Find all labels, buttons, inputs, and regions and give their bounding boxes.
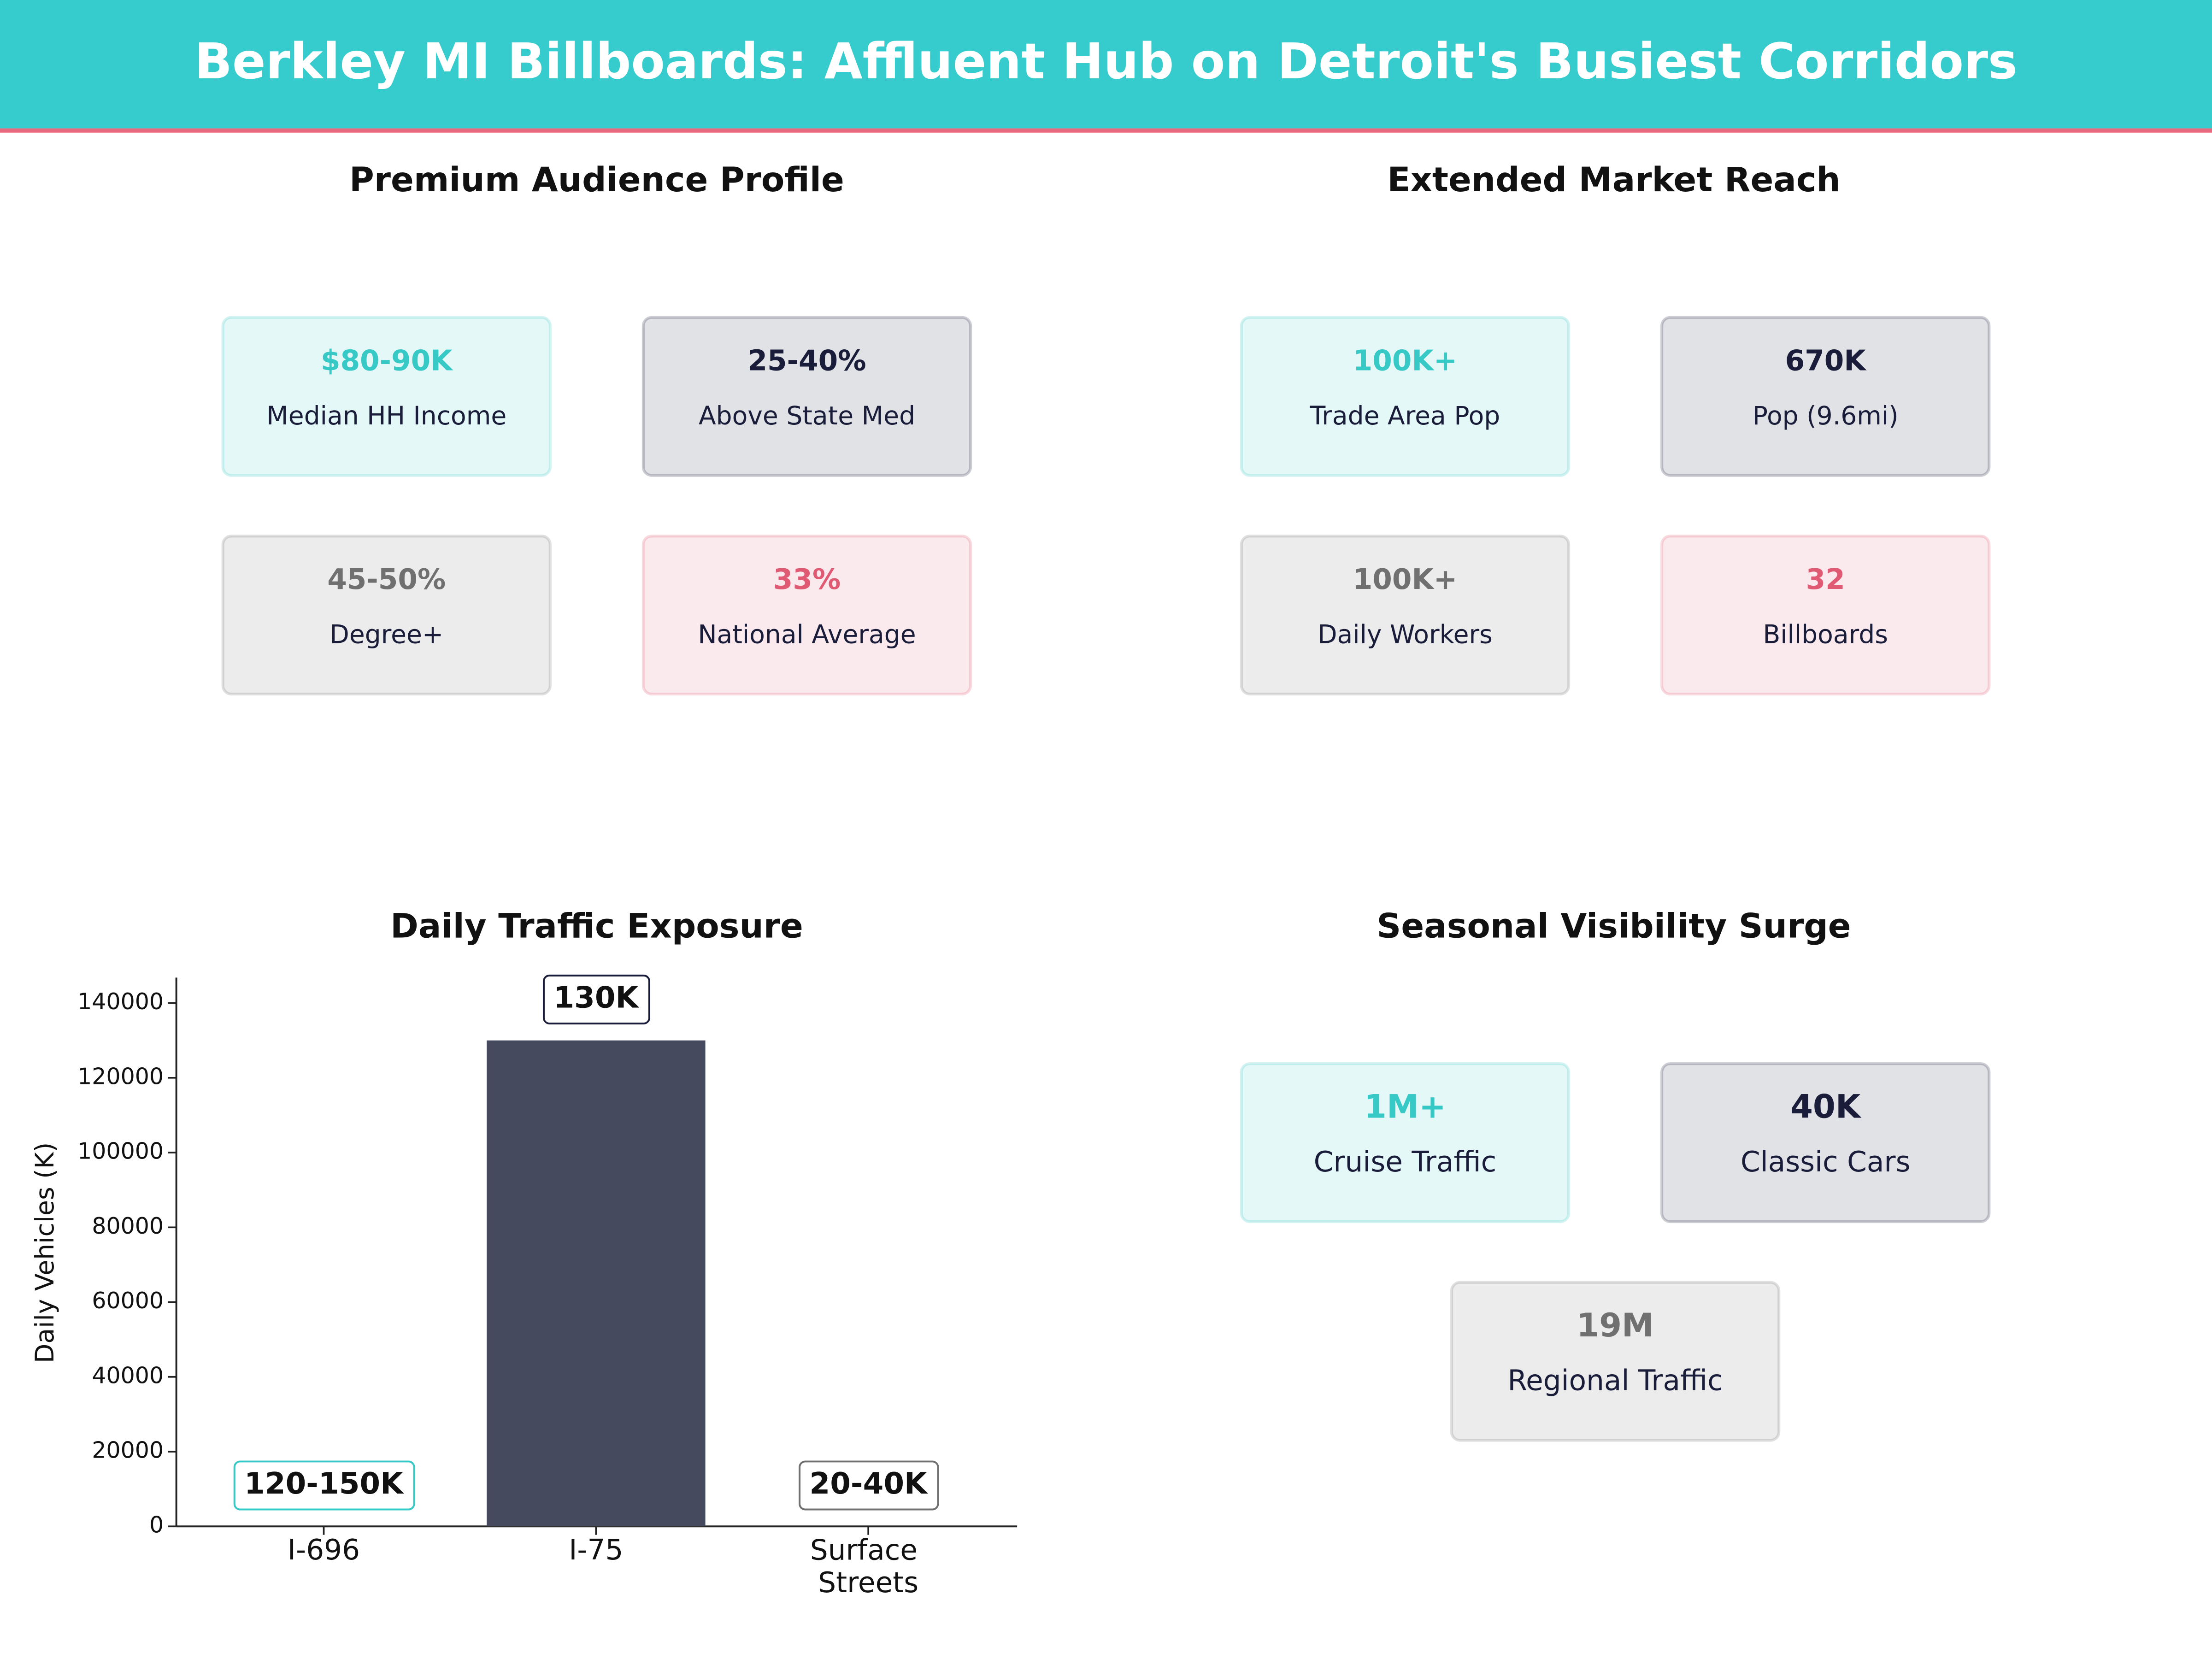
card-border <box>221 316 552 477</box>
stat-card: 33% National Average <box>641 535 972 696</box>
header-rule <box>0 128 2212 133</box>
y-tick-label: 60000 <box>92 1288 164 1314</box>
y-tick-label: 40000 <box>92 1362 164 1388</box>
card-border <box>1660 535 1991 696</box>
value-label: 20-40K <box>799 1460 939 1511</box>
card-value: 33% <box>773 563 841 596</box>
card-border <box>1450 1281 1781 1442</box>
card-value: 19M <box>1577 1306 1654 1344</box>
card-label: Cruise Traffic <box>1314 1146 1497 1178</box>
card-label: Classic Cars <box>1741 1146 1911 1178</box>
y-tick-label: 0 <box>149 1512 164 1538</box>
value-label-box <box>233 1460 415 1511</box>
value-label-box <box>542 974 650 1024</box>
card-label: Pop (9.6mi) <box>1753 401 1899 430</box>
stat-card: 1M+ Cruise Traffic <box>1240 1062 1571 1224</box>
card-box <box>643 536 971 694</box>
bar <box>487 1040 706 1527</box>
x-tick-label: I-696 <box>288 1534 360 1566</box>
y-tick-label: 80000 <box>92 1213 164 1239</box>
value-label-text: 120-150K <box>244 1466 404 1501</box>
card-label: National Average <box>698 620 916 649</box>
stat-card: $80-90K Median HH Income <box>221 316 552 477</box>
stat-card: 45-50% Degree+ <box>221 535 552 696</box>
card-border <box>1240 1062 1571 1224</box>
card-box <box>1241 536 1569 694</box>
card-box <box>223 536 550 694</box>
card-value: 45-50% <box>327 563 446 596</box>
card-box <box>223 317 550 476</box>
card-label: Trade Area Pop <box>1310 401 1500 430</box>
card-value: 670K <box>1785 344 1867 377</box>
card-label: Daily Workers <box>1318 620 1493 649</box>
card-border <box>641 316 972 477</box>
card-box <box>1662 317 1989 476</box>
y-axis-label: Daily Vehicles (K) <box>30 1142 59 1363</box>
stat-card: 25-40% Above State Med <box>641 316 972 477</box>
stat-card: 100K+ Trade Area Pop <box>1240 316 1571 477</box>
card-box <box>1241 1064 1569 1222</box>
header-band <box>0 0 2212 129</box>
panel-title: Extended Market Reach <box>1387 160 1840 200</box>
card-box <box>1662 536 1989 694</box>
card-box <box>1241 317 1569 476</box>
stat-card: 19M Regional Traffic <box>1450 1281 1781 1442</box>
value-label-text: 20-40K <box>810 1466 929 1501</box>
y-tick-label: 20000 <box>92 1437 164 1464</box>
x-tick-label: Surface Streets <box>810 1534 927 1599</box>
card-value: $80-90K <box>321 344 453 377</box>
stat-card: 40K Classic Cars <box>1660 1062 1991 1224</box>
card-border <box>641 535 972 696</box>
card-value: 32 <box>1806 563 1845 596</box>
value-label-text: 130K <box>553 980 639 1015</box>
chart-title: Daily Traffic Exposure <box>390 906 803 946</box>
card-value: 40K <box>1790 1088 1862 1126</box>
card-border <box>1240 316 1571 477</box>
card-label: Degree+ <box>329 620 443 649</box>
card-box <box>1452 1282 1779 1441</box>
page-title: Berkley MI Billboards: Affluent Hub on D… <box>194 33 2017 90</box>
card-value: 25-40% <box>747 344 866 377</box>
y-tick-label: 140000 <box>77 988 164 1015</box>
stat-card: 32 Billboards <box>1660 535 1991 696</box>
stat-card: 670K Pop (9.6mi) <box>1660 316 1991 477</box>
card-label: Median HH Income <box>266 401 506 430</box>
panel-title: Premium Audience Profile <box>349 160 844 200</box>
card-border <box>1660 316 1991 477</box>
y-tick-label: 100000 <box>77 1138 164 1165</box>
card-value: 100K+ <box>1353 344 1458 377</box>
card-label: Above State Med <box>699 401 915 430</box>
card-label: Regional Traffic <box>1507 1365 1723 1397</box>
card-border <box>1660 1062 1991 1224</box>
card-box <box>643 317 971 476</box>
card-border <box>221 535 552 696</box>
card-value: 1M+ <box>1364 1088 1446 1126</box>
value-label: 120-150K <box>233 1460 415 1511</box>
x-tick-label: I-75 <box>569 1534 623 1566</box>
value-label-box <box>799 1460 939 1511</box>
y-tick-label: 120000 <box>77 1063 164 1089</box>
card-label: Billboards <box>1763 620 1888 649</box>
panel-title: Seasonal Visibility Surge <box>1377 906 1851 946</box>
card-border <box>1240 535 1571 696</box>
value-label: 130K <box>542 974 650 1024</box>
card-value: 100K+ <box>1353 563 1458 596</box>
stat-card: 100K+ Daily Workers <box>1240 535 1571 696</box>
card-box <box>1662 1064 1989 1222</box>
